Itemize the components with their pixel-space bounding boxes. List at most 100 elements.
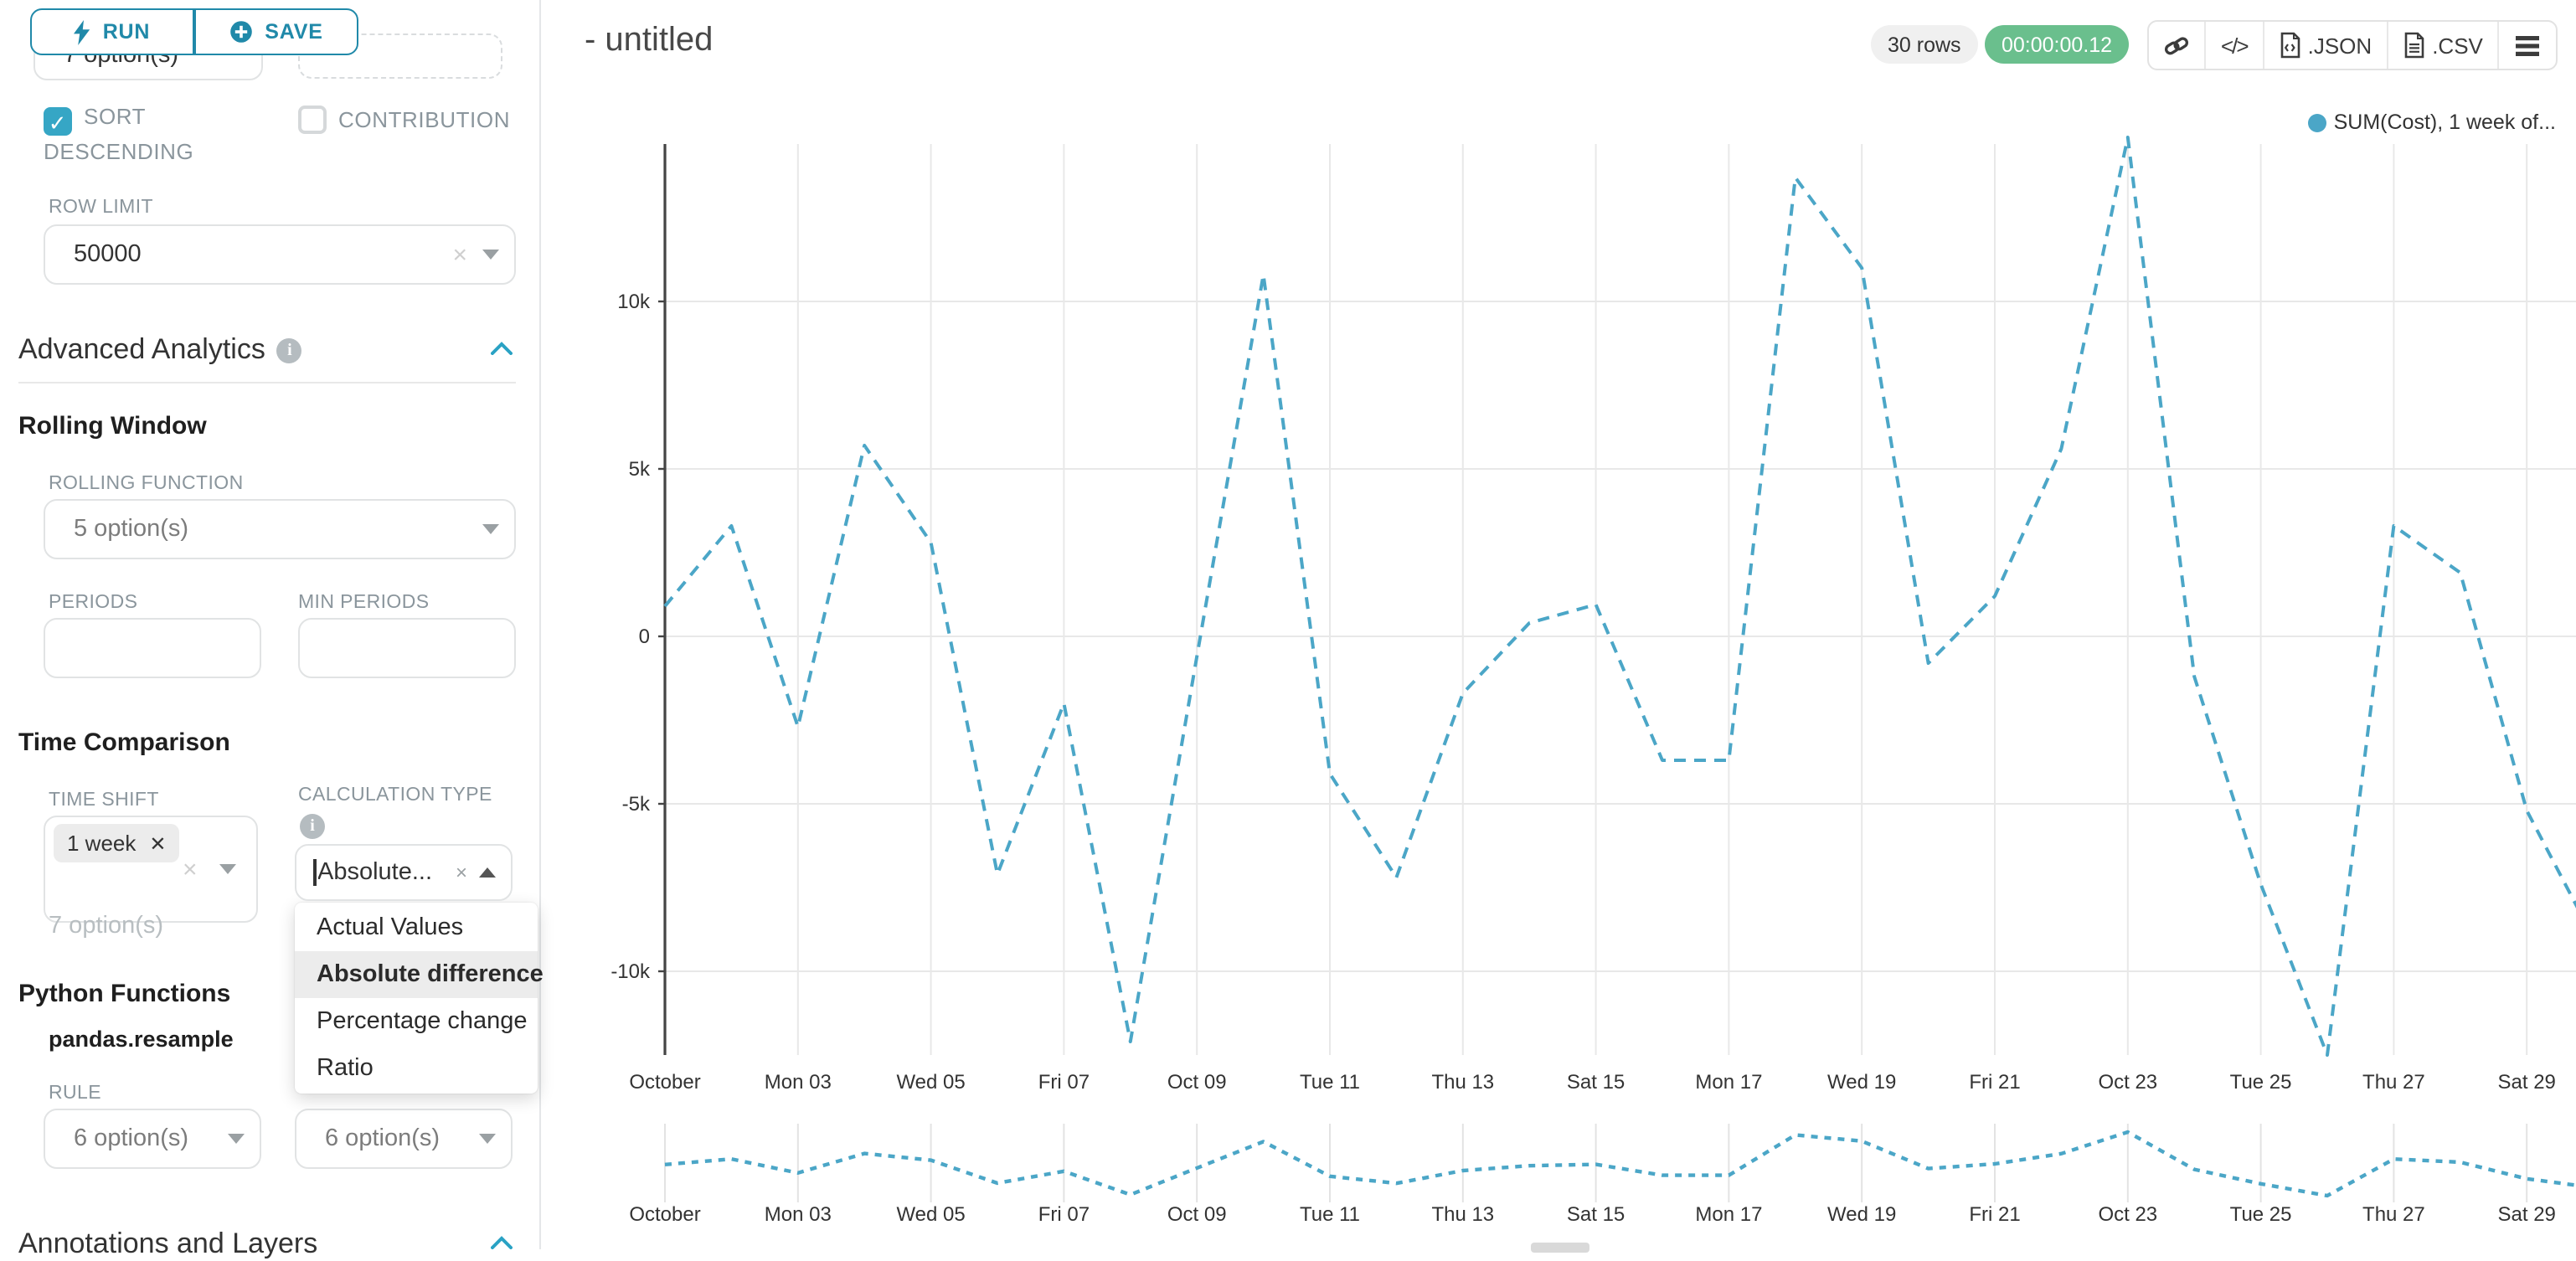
save-button[interactable]: SAVE [194,8,358,55]
sort-descending-checkbox[interactable]: ✓ [44,107,72,136]
row-limit-value: 50000 [74,241,142,268]
calculation-type-value: Absolute... [317,859,433,886]
svg-text:Oct 23: Oct 23 [2098,1071,2157,1094]
menu-item[interactable]: Percentage change [317,1008,528,1035]
run-save-button-group: RUN SAVE [30,8,358,55]
svg-text:October: October [629,1071,700,1094]
time-shift-label: TIME SHIFT [49,790,159,811]
svg-text:Wed 05: Wed 05 [896,1071,965,1094]
svg-text:Mon 03: Mon 03 [765,1071,832,1094]
svg-text:Fri 07: Fri 07 [1038,1203,1090,1226]
scroll-handle[interactable] [1531,1243,1589,1253]
chart-panel: - untitled 30 rows 00:00:00.12 </> .JSON… [541,0,2576,1253]
legend-label: SUM(Cost), 1 week of... [2333,111,2556,134]
save-button-label: SAVE [265,20,323,44]
row-limit-label: ROW LIMIT [49,198,153,218]
rule-select[interactable]: 6 option(s) [44,1109,261,1169]
lightning-icon [74,19,90,44]
caret-up-icon[interactable] [479,867,496,878]
export-toolbar: </> .JSON .CSV [2147,20,2558,70]
svg-text:Wed 19: Wed 19 [1827,1203,1896,1226]
rule-method-select[interactable]: 6 option(s) [295,1109,513,1169]
calculation-type-select[interactable]: Absolute... × [295,844,513,901]
copy-link-button[interactable] [2149,22,2206,69]
chevron-up-icon[interactable] [491,342,513,355]
rolling-function-select[interactable]: 5 option(s) [44,499,516,559]
periods-label: PERIODS [49,593,138,613]
svg-text:Wed 05: Wed 05 [896,1203,965,1226]
time-comparison-title: Time Comparison [18,728,230,757]
clear-icon[interactable]: × [183,856,198,884]
caret-down-icon[interactable] [479,1134,496,1144]
min-periods-input[interactable] [298,618,516,678]
clear-icon[interactable]: × [452,240,467,269]
menu-item[interactable]: Actual Values [317,914,464,941]
svg-text:Mon 03: Mon 03 [765,1203,832,1226]
rule-placeholder: 6 option(s) [74,1125,189,1152]
rolling-window-title: Rolling Window [18,412,207,440]
view-query-button[interactable]: </> [2206,22,2264,69]
info-icon: i [276,337,302,363]
caret-down-icon[interactable] [482,524,499,534]
contribution-checkbox-row[interactable]: CONTRIBUTION [298,104,541,136]
python-functions-title: Python Functions [18,980,231,1008]
rule-method-placeholder: 6 option(s) [325,1125,440,1152]
export-json-button[interactable]: .JSON [2264,22,2389,69]
row-count-badge: 30 rows [1871,25,1978,64]
svg-text:Oct 09: Oct 09 [1167,1071,1227,1094]
svg-text:Oct 09: Oct 09 [1167,1203,1227,1226]
clear-icon[interactable]: × [455,861,467,884]
legend-dot-icon [2308,113,2327,131]
caret-down-icon[interactable] [219,864,236,874]
svg-text:-10k: -10k [611,960,651,983]
svg-text:Sat 15: Sat 15 [1567,1071,1625,1094]
hamburger-icon [2516,35,2540,55]
export-csv-label: .CSV [2432,33,2483,58]
text-cursor [313,859,316,886]
export-csv-button[interactable]: .CSV [2388,22,2500,69]
file-code-icon [2280,32,2300,59]
more-options-button[interactable] [2500,22,2557,69]
annotations-title: Annotations and Layers [18,1228,318,1259]
rule-label: RULE [49,1083,101,1104]
periods-input[interactable] [44,618,261,678]
svg-text:Fri 21: Fri 21 [1969,1203,2020,1226]
svg-text:0: 0 [639,625,650,648]
svg-text:Thu 27: Thu 27 [2362,1071,2425,1094]
check-icon: ✓ [48,111,68,136]
svg-text:October: October [629,1203,700,1226]
row-limit-select[interactable]: 50000 × [44,224,516,285]
annotations-header[interactable]: Annotations and Layers [18,1228,317,1261]
code-icon: </> [2221,33,2249,58]
rolling-function-placeholder: 5 option(s) [74,516,189,543]
chevron-up-icon[interactable] [491,1236,513,1249]
time-shift-tag-label: 1 week [67,831,137,856]
query-timer-badge: 00:00:00.12 [1985,25,2130,64]
time-shift-helper: 7 option(s) [49,913,164,939]
rolling-function-label: ROLLING FUNCTION [49,474,244,494]
caret-down-icon[interactable] [482,250,499,260]
chart-legend[interactable]: SUM(Cost), 1 week of... [2308,111,2556,134]
calculation-type-label: CALCULATION TYPE [298,785,492,805]
advanced-analytics-title: Advanced Analytics [18,333,265,365]
info-icon: i [300,814,325,839]
run-button[interactable]: RUN [30,8,194,55]
empty-dashed-field[interactable] [298,33,502,79]
control-panel-sidebar: RUN SAVE 7 option(s) ✓ SORT DESCENDING CO… [0,0,544,1259]
plus-circle-icon [230,21,253,43]
svg-text:10k: 10k [617,291,651,313]
contribution-checkbox[interactable] [298,106,327,134]
sort-descending-checkbox-row[interactable]: ✓ SORT DESCENDING [44,100,255,167]
svg-text:Fri 21: Fri 21 [1969,1071,2020,1094]
time-shift-tag: 1 week ✕ [54,824,180,862]
advanced-analytics-header[interactable]: Advanced Analytics i [18,333,302,367]
tag-remove-icon[interactable]: ✕ [149,831,167,855]
menu-item[interactable]: Absolute difference [295,951,544,998]
min-periods-label: MIN PERIODS [298,593,430,613]
link-icon [2164,36,2189,54]
svg-text:-5k: -5k [622,793,651,816]
menu-item[interactable]: Ratio [317,1055,374,1082]
file-text-icon [2404,32,2424,59]
caret-down-icon[interactable] [228,1134,245,1144]
